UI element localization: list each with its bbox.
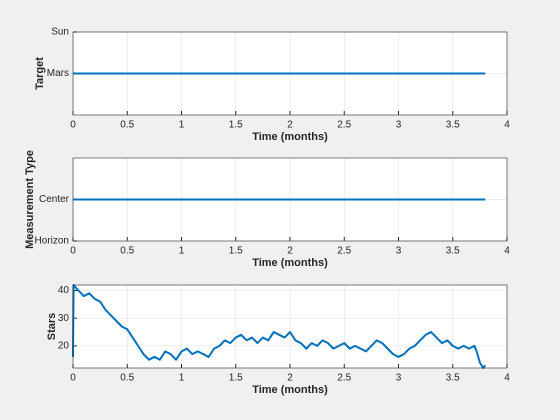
x-tick-label: 4: [504, 120, 510, 131]
x-tick-label: 4: [504, 373, 510, 384]
axes-box: [72, 157, 508, 242]
y-tick-label: 20: [58, 341, 70, 352]
y-tick-label: Sun: [51, 27, 69, 38]
x-axis-label: Time (months): [252, 131, 328, 143]
x-tick-label: 1: [179, 120, 185, 131]
axes-box: [72, 284, 508, 369]
x-tick-label: 2: [287, 246, 293, 257]
x-tick-label: 3.5: [446, 246, 460, 257]
x-tick-label: 0.5: [120, 246, 134, 257]
y-tick-label: Mars: [47, 68, 69, 79]
x-tick-label: 2: [287, 373, 293, 384]
x-tick-label: 1.5: [229, 120, 243, 131]
data-line: [72, 284, 487, 369]
y-tick-label: 40: [58, 285, 70, 296]
x-tick-label: 0: [70, 120, 76, 131]
x-tick-label: 3: [396, 120, 402, 131]
y-axis-label: Target: [34, 57, 46, 90]
x-tick-label: 0: [70, 373, 76, 384]
x-tick-label: 2.5: [337, 246, 351, 257]
x-tick-label: 0.5: [120, 120, 134, 131]
y-tick-label: Center: [39, 194, 70, 205]
x-axis-label: Time (months): [252, 384, 328, 396]
x-tick-label: 0: [70, 246, 76, 257]
x-tick-label: 2.5: [337, 120, 351, 131]
y-axis-label: Stars: [46, 313, 58, 341]
x-tick-label: 3.5: [446, 120, 460, 131]
x-axis-label: Time (months): [252, 257, 328, 269]
x-tick-label: 1.5: [229, 373, 243, 384]
x-tick-label: 4: [504, 246, 510, 257]
x-tick-label: 3: [396, 246, 402, 257]
y-tick-label: Horizon: [35, 236, 69, 247]
x-tick-label: 2.5: [337, 373, 351, 384]
x-tick-label: 0.5: [120, 373, 134, 384]
x-tick-label: 3.5: [446, 373, 460, 384]
y-tick-label: 30: [58, 313, 70, 324]
y-axis-label: Measurement Type: [24, 150, 36, 249]
x-tick-label: 1.5: [229, 246, 243, 257]
x-tick-label: 3: [396, 373, 402, 384]
axes-box: [72, 31, 508, 116]
x-tick-label: 2: [287, 120, 293, 131]
x-tick-label: 1: [179, 373, 185, 384]
x-tick-label: 1: [179, 246, 185, 257]
